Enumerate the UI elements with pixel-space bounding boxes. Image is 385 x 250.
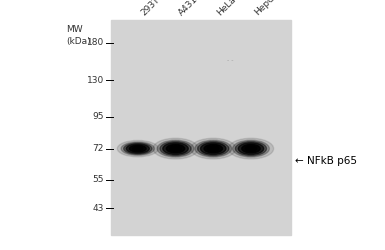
Ellipse shape: [235, 142, 266, 156]
Text: 55: 55: [92, 175, 104, 184]
Ellipse shape: [153, 138, 198, 159]
Ellipse shape: [133, 146, 143, 151]
Text: MW: MW: [66, 25, 83, 34]
Ellipse shape: [245, 146, 257, 151]
Ellipse shape: [191, 138, 236, 159]
Ellipse shape: [201, 143, 226, 154]
Text: A431: A431: [177, 0, 200, 17]
Ellipse shape: [157, 140, 194, 157]
Ellipse shape: [170, 146, 181, 151]
Ellipse shape: [166, 144, 185, 153]
Text: 180: 180: [87, 38, 104, 47]
Text: 130: 130: [87, 76, 104, 85]
Text: HeLa: HeLa: [215, 0, 238, 17]
Text: HepG2: HepG2: [253, 0, 281, 17]
Ellipse shape: [195, 140, 232, 157]
Ellipse shape: [238, 143, 264, 154]
Text: 293T: 293T: [140, 0, 162, 17]
Ellipse shape: [124, 143, 152, 154]
Ellipse shape: [228, 138, 274, 159]
Ellipse shape: [163, 143, 188, 154]
Ellipse shape: [233, 140, 270, 157]
Ellipse shape: [117, 140, 158, 157]
Text: 95: 95: [92, 112, 104, 121]
Ellipse shape: [160, 142, 191, 156]
Ellipse shape: [129, 145, 146, 152]
Ellipse shape: [126, 144, 149, 153]
Text: (kDa): (kDa): [66, 37, 91, 46]
Text: - -: - -: [227, 58, 233, 62]
Ellipse shape: [242, 144, 260, 153]
Ellipse shape: [204, 144, 223, 153]
Text: 43: 43: [92, 204, 104, 213]
Ellipse shape: [208, 146, 219, 151]
Text: ← NFkB p65: ← NFkB p65: [295, 156, 357, 166]
Bar: [111, 20, 291, 235]
Ellipse shape: [121, 142, 154, 155]
Ellipse shape: [198, 142, 229, 156]
Text: 72: 72: [92, 144, 104, 153]
